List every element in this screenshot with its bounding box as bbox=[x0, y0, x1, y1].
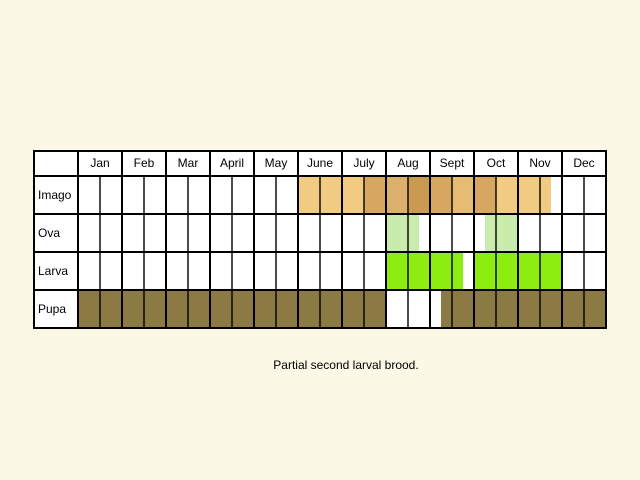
month-label: Nov bbox=[529, 156, 550, 170]
imago-period-bar bbox=[496, 176, 551, 214]
month-label: May bbox=[265, 156, 288, 170]
month-label: Mar bbox=[178, 156, 199, 170]
imago-period-bar bbox=[364, 176, 386, 214]
stage-label: Pupa bbox=[38, 302, 66, 316]
ova-period-bar bbox=[386, 214, 419, 252]
month-label: Sept bbox=[440, 156, 465, 170]
pupa-period-bar bbox=[441, 290, 606, 328]
imago-period-bar bbox=[474, 176, 496, 214]
month-label: June bbox=[307, 156, 333, 170]
stage-label: Imago bbox=[38, 188, 72, 202]
month-label: Aug bbox=[397, 156, 418, 170]
imago-period-bar bbox=[408, 176, 430, 214]
month-label: July bbox=[353, 156, 374, 170]
imago-period-bar bbox=[386, 176, 408, 214]
larva-period-bar bbox=[386, 252, 463, 290]
imago-period-bar bbox=[430, 176, 452, 214]
stage-label: Larva bbox=[38, 264, 68, 278]
ova-period-bar bbox=[485, 214, 518, 252]
imago-period-bar bbox=[298, 176, 364, 214]
grid-border bbox=[33, 150, 607, 329]
month-label: April bbox=[220, 156, 244, 170]
imago-period-bar bbox=[452, 176, 474, 214]
chart-caption: Partial second larval brood. bbox=[273, 358, 419, 372]
month-label: Dec bbox=[573, 156, 594, 170]
stage-label: Ova bbox=[38, 226, 60, 240]
month-label: Jan bbox=[90, 156, 109, 170]
month-label: Oct bbox=[487, 156, 506, 170]
month-label: Feb bbox=[134, 156, 155, 170]
